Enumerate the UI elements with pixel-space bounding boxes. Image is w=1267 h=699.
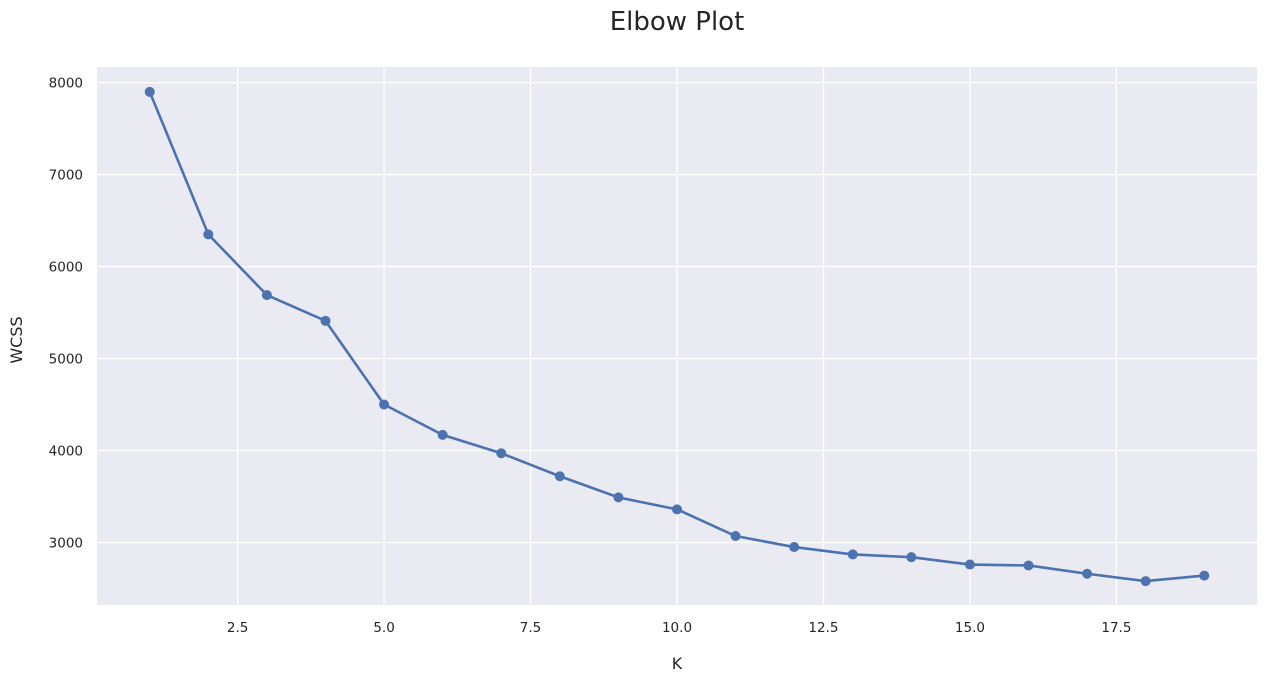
- data-point: [906, 552, 917, 563]
- y-tick-label: 8000: [49, 76, 83, 92]
- y-tick-label: 7000: [49, 168, 83, 184]
- data-point: [261, 290, 272, 301]
- series-layer: [144, 86, 1210, 587]
- data-point: [144, 86, 155, 97]
- data-point: [789, 542, 800, 553]
- y-tick-labels: 3000 4000 5000 6000 7000 8000: [49, 76, 83, 552]
- data-point: [203, 229, 214, 240]
- data-point: [1199, 570, 1210, 581]
- x-tick-label: 12.5: [808, 620, 838, 636]
- data-point: [672, 504, 682, 515]
- data-point: [1082, 568, 1093, 579]
- y-gridlines: [97, 81, 1257, 544]
- chart-title: Elbow Plot: [610, 7, 745, 37]
- x-tick-label: 15.0: [955, 620, 985, 636]
- y-tick-label: 3000: [49, 535, 83, 551]
- x-tick-labels: 2.5 5.0 7.5 10.0 12.5 15.0 17.5: [227, 620, 1132, 636]
- data-point: [847, 549, 858, 560]
- x-axis-label: K: [672, 654, 683, 673]
- y-axis-label: WCSS: [7, 316, 26, 363]
- y-tick-label: 4000: [49, 443, 83, 459]
- data-point: [554, 471, 565, 482]
- x-gridlines: [236, 67, 1118, 605]
- data-point: [496, 448, 507, 459]
- data-point: [1140, 576, 1151, 587]
- y-tick-label: 5000: [49, 352, 83, 368]
- data-point: [379, 399, 390, 410]
- data-point: [320, 315, 331, 326]
- y-tick-label: 6000: [49, 260, 83, 276]
- x-tick-label: 2.5: [227, 620, 248, 636]
- x-tick-label: 10.0: [662, 620, 692, 636]
- data-point: [437, 429, 448, 440]
- data-point: [730, 531, 741, 542]
- x-tick-label: 5.0: [373, 620, 394, 636]
- data-point: [613, 492, 624, 503]
- data-point: [964, 559, 975, 570]
- data-point: [1023, 560, 1034, 571]
- x-tick-label: 17.5: [1101, 620, 1131, 636]
- x-tick-label: 7.5: [520, 620, 541, 636]
